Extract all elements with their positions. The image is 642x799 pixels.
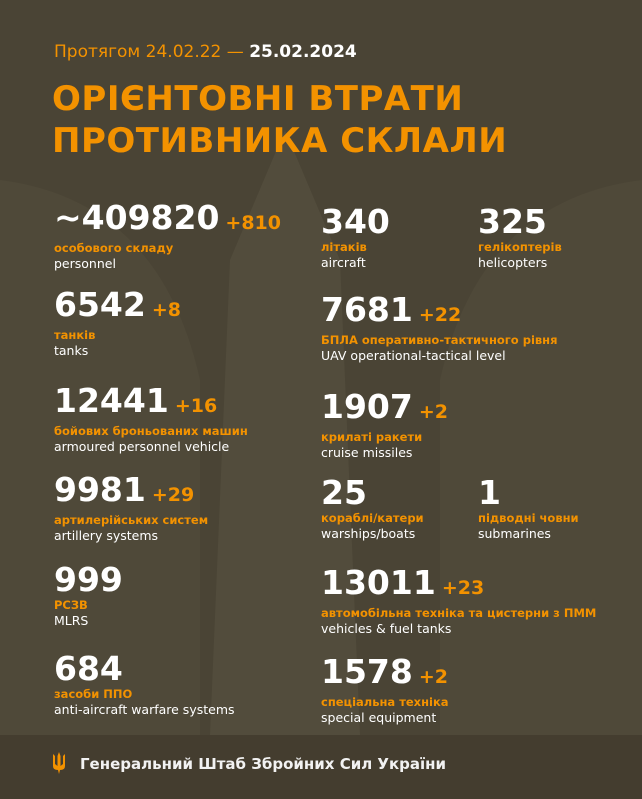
stat-label-ua: бойових броньованих машин: [54, 424, 248, 438]
stat-aircraft: 340 літаків aircraft: [321, 204, 390, 271]
stat-label-ua: підводні човни: [478, 511, 579, 525]
footer: Генеральний Штаб Збройних Сил України: [0, 735, 642, 799]
stat-value: 13011: [321, 563, 436, 602]
stat-delta: +2: [418, 401, 448, 423]
stat-label-en: cruise missiles: [321, 445, 413, 460]
page-title: ОРІЄНТОВНІ ВТРАТИ ПРОТИВНИКА СКЛАЛИ: [52, 78, 507, 162]
stat-delta: +23: [441, 577, 485, 599]
stat-delta: +810: [225, 212, 282, 234]
trident-icon: [53, 752, 65, 774]
stat-delta: +16: [174, 395, 218, 417]
stat-value: 12441: [54, 381, 169, 420]
stat-value: 684: [54, 649, 123, 688]
stat-personnel: ~409820 +810 особового складу personnel: [54, 200, 281, 272]
stat-label-en: armoured personnel vehicle: [54, 439, 230, 454]
stat-value: 7681: [321, 290, 413, 329]
period: Протягом 24.02.22 — 25.02.2024: [54, 42, 357, 62]
stat-value: 6542: [54, 285, 146, 324]
stat-submarines: 1 підводні човни submarines: [478, 475, 579, 542]
stat-label-en: artillery systems: [54, 528, 159, 543]
stat-helicopters: 325 гелікоптерів helicopters: [478, 204, 562, 271]
stat-label-ua: артилерійських систем: [54, 513, 209, 527]
stat-label-ua: літаків: [321, 240, 367, 254]
stat-uav: 7681 +22 БПЛА оперативно-тактичного рівня U…: [321, 292, 558, 364]
stat-tanks: 6542 +8 танків tanks: [54, 287, 181, 359]
stat-delta: +29: [151, 484, 195, 506]
stat-label-en: MLRS: [54, 613, 89, 628]
stat-delta: +8: [151, 299, 181, 321]
footer-text: Генеральний Штаб Збройних Сил України: [80, 755, 447, 773]
stat-label-en: submarines: [478, 526, 551, 541]
stat-label-en: helicopters: [478, 255, 548, 270]
stat-vehicles: 13011 +23 автомобільна техніка та цистерни…: [321, 565, 596, 637]
stat-label-ua: танків: [54, 328, 96, 342]
stat-delta: +22: [418, 304, 462, 326]
stat-label-ua: крилаті ракети: [321, 430, 423, 444]
stat-label-en: special equipment: [321, 710, 437, 725]
stat-label-en: vehicles & fuel tanks: [321, 621, 452, 636]
stat-value: ~409820: [54, 198, 220, 237]
stat-label-en: aircraft: [321, 255, 366, 270]
stat-label-en: tanks: [54, 343, 89, 358]
stat-air-defense: 684 засоби ППО anti-aircraft warfare syste…: [54, 651, 235, 718]
stat-label-ua: РСЗВ: [54, 598, 88, 612]
stat-label-ua: спеціальна техніка: [321, 695, 449, 709]
stat-label-ua: БПЛА оперативно-тактичного рівня: [321, 333, 558, 347]
stat-value: 999: [54, 560, 123, 599]
stat-value: 1578: [321, 652, 413, 691]
stat-label-en: UAV operational-tactical level: [321, 348, 506, 363]
period-end: 25.02.2024: [249, 42, 357, 62]
stat-cruise-missiles: 1907 +2 крилаті ракети cruise missiles: [321, 389, 448, 461]
stat-value: 25: [321, 473, 367, 512]
stat-warships: 25 кораблі/катери warships/boats: [321, 475, 424, 542]
stat-label-ua: особового складу: [54, 241, 174, 255]
stat-label-ua: кораблі/катери: [321, 511, 424, 525]
stat-value: 325: [478, 202, 547, 241]
stat-label-ua: автомобільна техніка та цистерни з ПММ: [321, 606, 597, 620]
stat-value: 1907: [321, 387, 413, 426]
stat-value: 9981: [54, 470, 146, 509]
stat-value: 340: [321, 202, 390, 241]
period-prefix: Протягом 24.02.22 —: [54, 42, 244, 62]
stat-label-en: anti-aircraft warfare systems: [54, 702, 235, 717]
stat-label-en: warships/boats: [321, 526, 416, 541]
stat-label-en: personnel: [54, 256, 116, 271]
title-line-1: ОРІЄНТОВНІ ВТРАТИ: [52, 79, 464, 119]
stat-value: 1: [478, 473, 501, 512]
stat-artillery: 9981 +29 артилерійських систем artillery sy…: [54, 472, 208, 544]
title-line-2: ПРОТИВНИКА СКЛАЛИ: [52, 121, 508, 161]
stat-delta: +2: [418, 666, 448, 688]
stat-apv: 12441 +16 бойових броньованих машин armoure…: [54, 383, 248, 455]
stat-mlrs: 999 РСЗВ MLRS: [54, 562, 123, 629]
stat-label-ua: засоби ППО: [54, 687, 133, 701]
stat-label-ua: гелікоптерів: [478, 240, 562, 254]
stat-special-equipment: 1578 +2 спеціальна техніка special equipmen…: [321, 654, 449, 726]
